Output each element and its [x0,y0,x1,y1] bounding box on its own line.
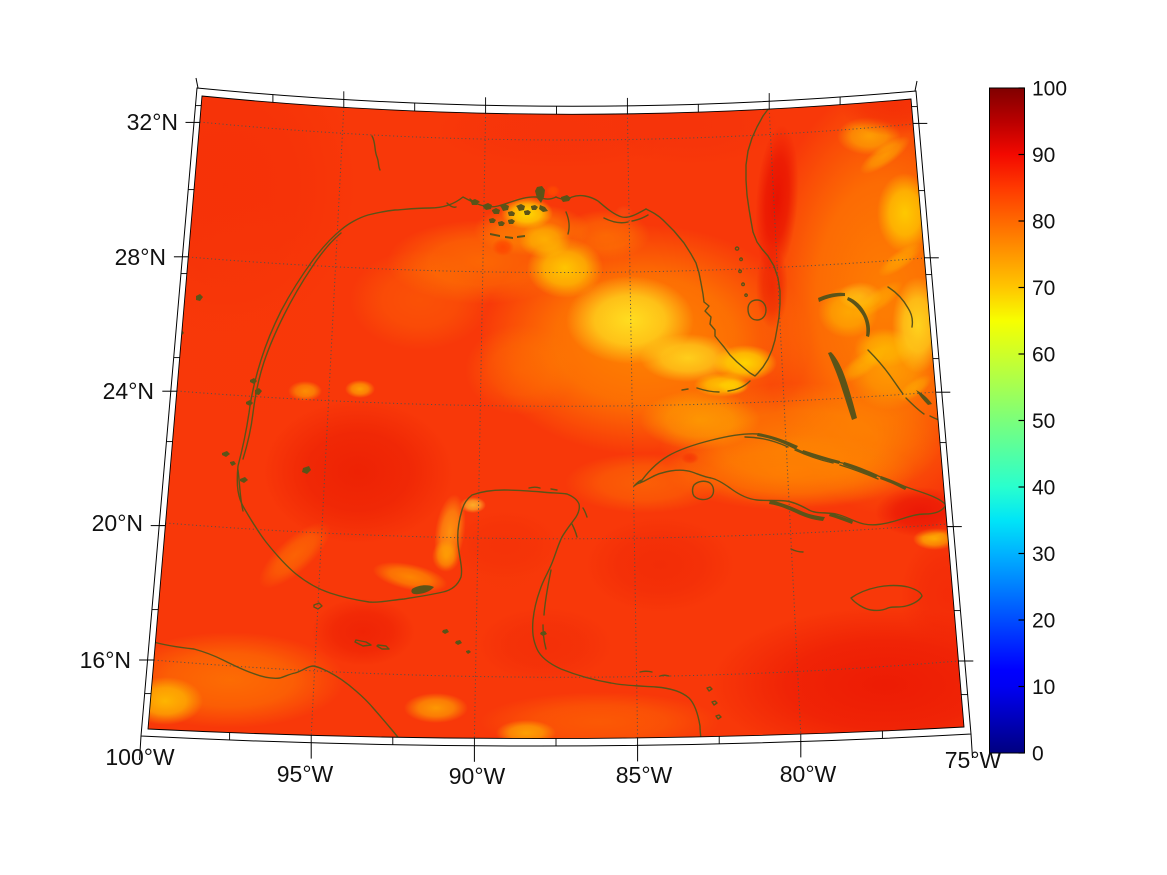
svg-text:28°N: 28°N [115,244,166,270]
svg-text:80: 80 [1032,211,1055,234]
svg-text:20°N: 20°N [92,510,143,536]
svg-text:70: 70 [1032,277,1055,300]
svg-text:32°N: 32°N [127,109,178,135]
svg-text:90°W: 90°W [449,763,506,789]
svg-text:85°W: 85°W [616,762,673,788]
svg-text:40: 40 [1032,477,1055,500]
svg-text:16°N: 16°N [80,647,131,673]
svg-text:10: 10 [1032,676,1055,699]
svg-text:0: 0 [1032,743,1044,766]
svg-text:80°W: 80°W [780,761,837,787]
svg-text:30: 30 [1032,543,1055,566]
svg-text:90: 90 [1032,144,1055,167]
svg-text:20: 20 [1032,610,1055,633]
svg-text:95°W: 95°W [277,761,334,787]
svg-text:100: 100 [1032,78,1067,101]
svg-text:60: 60 [1032,344,1055,367]
svg-text:50: 50 [1032,410,1055,433]
svg-text:24°N: 24°N [103,378,154,404]
svg-text:100°W: 100°W [105,744,175,770]
